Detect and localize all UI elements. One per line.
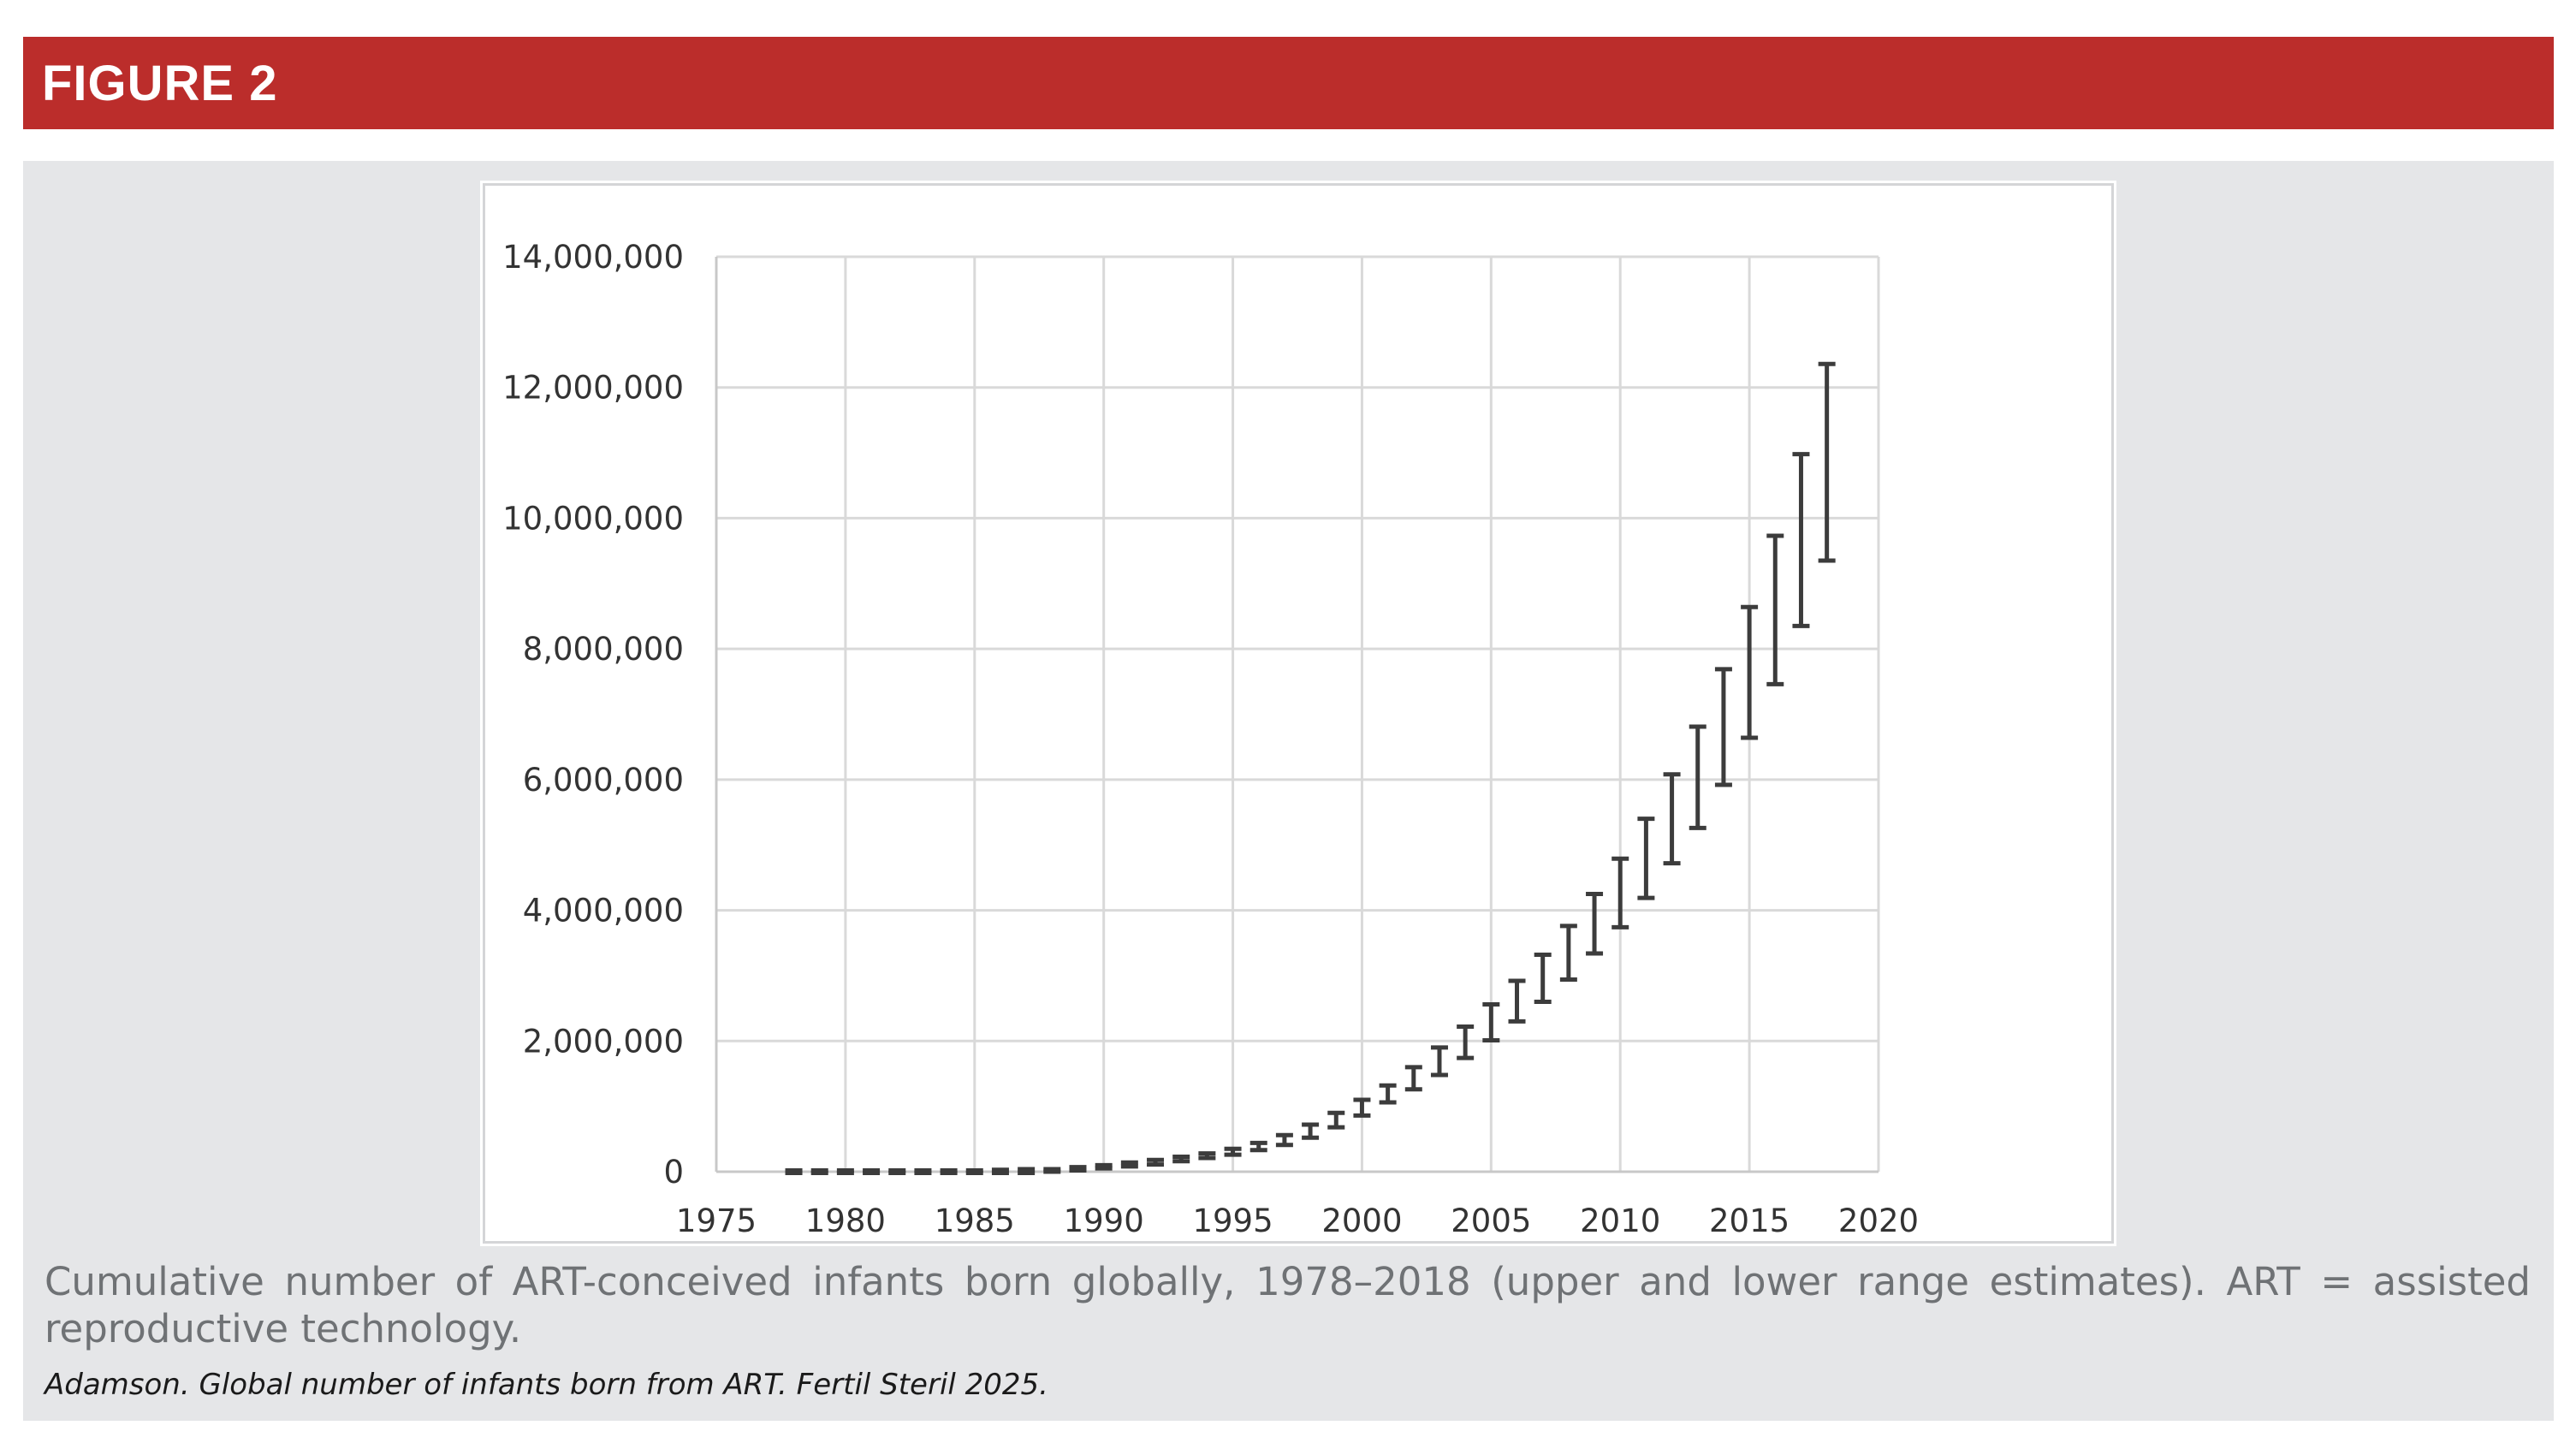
y-tick-label: 10,000,000: [502, 500, 684, 537]
figure-panel: 0 2,000,000 4,000,000 6,000,000 8,000,000 10,…: [23, 161, 2554, 1421]
x-tick-label: 1995: [1192, 1203, 1273, 1239]
x-tick-label: 2000: [1321, 1203, 1402, 1239]
errorbar-chart: 0 2,000,000 4,000,000 6,000,000 8,000,000 10,…: [502, 239, 1919, 1239]
x-tick-label: 1985: [935, 1203, 1015, 1239]
figure-header: FIGURE 2: [23, 37, 2554, 129]
figure-label: FIGURE 2: [42, 55, 278, 111]
x-tick-label: 1990: [1064, 1203, 1144, 1239]
figure-citation: Adamson. Global number of infants born f…: [45, 1368, 1048, 1402]
y-tick-label: 14,000,000: [502, 239, 684, 276]
y-tick-label: 4,000,000: [523, 893, 684, 929]
x-tick-label: 2015: [1709, 1203, 1790, 1239]
x-tick-label: 2010: [1580, 1203, 1660, 1239]
x-tick-label: 1980: [805, 1203, 886, 1239]
y-tick-label: 6,000,000: [523, 762, 684, 799]
x-tick-label: 1975: [676, 1203, 757, 1239]
x-tick-label: 2020: [1838, 1203, 1919, 1239]
chart-frame: 0 2,000,000 4,000,000 6,000,000 8,000,000 10,…: [480, 181, 2116, 1246]
y-tick-label: 0: [663, 1154, 684, 1191]
y-tick-label: 8,000,000: [523, 631, 684, 668]
y-tick-label: 2,000,000: [523, 1023, 684, 1060]
figure-caption: Cumulative number of ART-conceived infan…: [45, 1259, 2531, 1351]
y-tick-label: 12,000,000: [502, 370, 684, 407]
x-tick-label: 2005: [1451, 1203, 1531, 1239]
